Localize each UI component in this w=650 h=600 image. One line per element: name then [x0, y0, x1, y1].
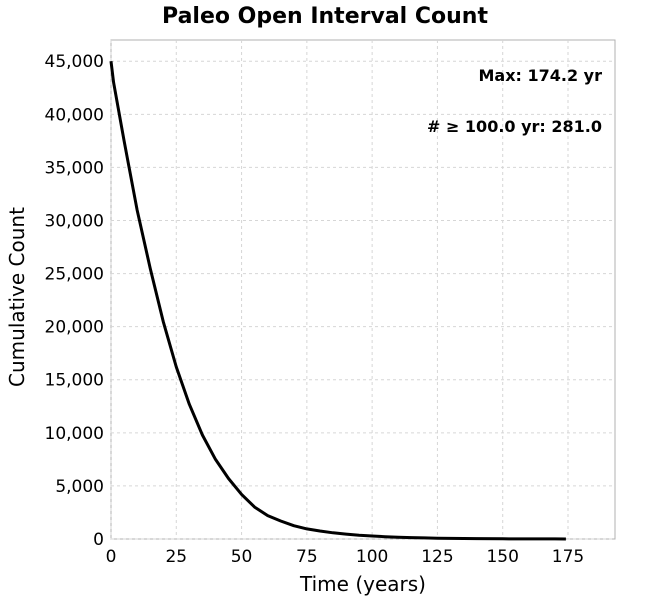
y-tick-label: 10,000: [45, 424, 104, 444]
chart-title: Paleo Open Interval Count: [162, 4, 488, 29]
annotation-count: # ≥ 100.0 yr: 281.0: [427, 117, 602, 136]
grid: [110, 40, 615, 540]
x-tick-label: 125: [421, 547, 453, 567]
y-tick-label: 35,000: [45, 158, 104, 178]
x-tick-label: 175: [552, 547, 584, 567]
annotation-max: Max: 174.2 yr: [478, 66, 602, 85]
x-axis-label: Time (years): [299, 572, 426, 596]
y-tick-label: 40,000: [45, 105, 104, 125]
x-tick-label: 100: [356, 547, 388, 567]
y-tick-label: 15,000: [45, 371, 104, 391]
y-tick-label: 5,000: [55, 477, 104, 497]
plot-area: [110, 39, 616, 540]
y-tick-label: 30,000: [45, 211, 104, 231]
x-tick-label: 0: [106, 547, 117, 567]
series-line: [109, 61, 566, 541]
y-tick-label: 0: [93, 530, 104, 550]
y-tick-label: 20,000: [45, 318, 104, 338]
y-tick-label: 45,000: [45, 52, 104, 72]
x-tick-label: 75: [296, 547, 318, 567]
axis-ticks: 0 25 50 75 100 125 150 175 0 5,000 10,000 15,000 20,…: [45, 52, 585, 567]
y-axis-label: Cumulative Count: [5, 207, 29, 387]
x-tick-label: 150: [486, 547, 518, 567]
y-tick-label: 25,000: [45, 265, 104, 285]
x-tick-label: 25: [165, 547, 187, 567]
x-tick-label: 50: [231, 547, 253, 567]
